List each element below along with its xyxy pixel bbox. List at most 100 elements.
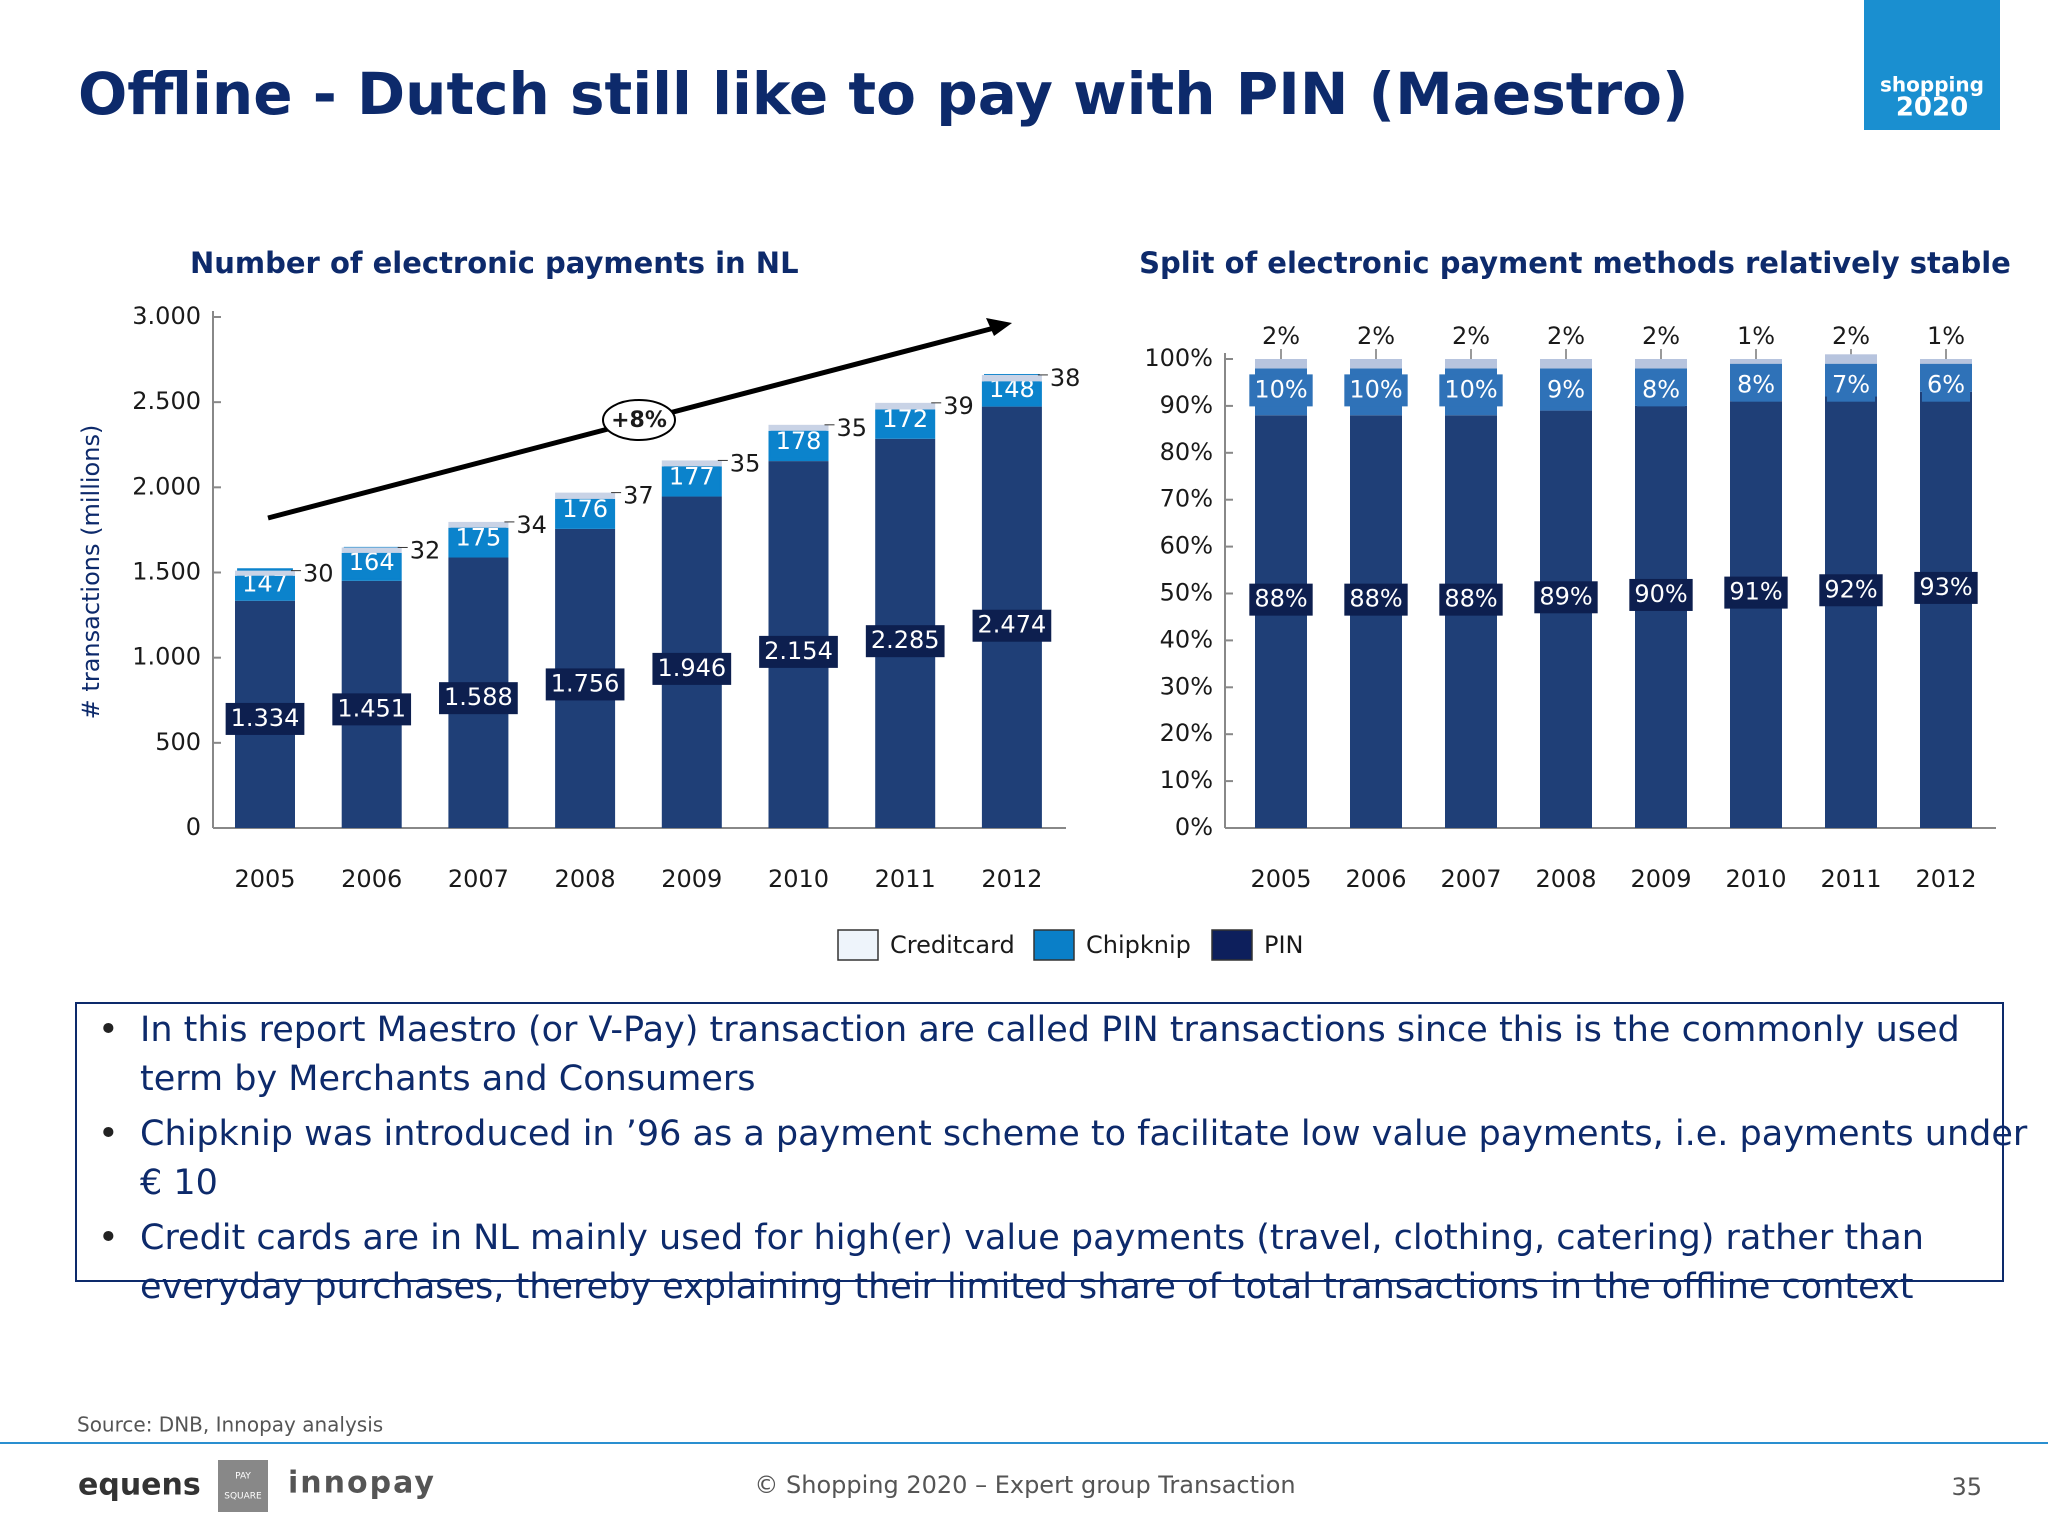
data-label-box <box>545 668 625 701</box>
data-label-box <box>439 682 518 715</box>
legend-swatch <box>837 929 879 961</box>
source: Source: DNB, Innopay analysis <box>77 1413 383 1437</box>
bar-segment <box>1730 401 1782 828</box>
x-tick-label: 2009 <box>661 865 722 893</box>
data-label: 7% <box>1832 371 1870 399</box>
data-label: 10% <box>1254 375 1307 403</box>
data-label-box <box>557 493 614 526</box>
logo-box <box>1864 0 2000 130</box>
bar-segment <box>1635 359 1687 369</box>
bullet-list: In this report Maestro (or V-Pay) transa… <box>78 1006 2040 1318</box>
data-label: 89% <box>1539 582 1592 610</box>
bar-segment <box>1445 359 1497 369</box>
data-label-box <box>770 425 827 458</box>
x-tick-label: 2005 <box>234 865 295 893</box>
x-tick-label: 2007 <box>448 865 509 893</box>
logo-paysquare <box>218 1460 268 1512</box>
y-axis-label: # transactions (millions) <box>77 425 105 720</box>
data-label-box <box>1439 374 1503 407</box>
data-label: 38 <box>1050 364 1081 392</box>
data-label: 91% <box>1729 578 1782 606</box>
y-tick-label: 1.000 <box>132 643 201 671</box>
y-tick-label: 100% <box>1144 344 1213 372</box>
data-label-box <box>1826 369 1876 402</box>
data-label: 177 <box>669 462 715 490</box>
y-tick-label: 0 <box>186 813 201 841</box>
data-label-box <box>1819 574 1883 607</box>
data-label: 2.474 <box>978 611 1047 639</box>
y-tick-label: 30% <box>1160 672 1213 700</box>
data-label: 30 <box>303 560 334 588</box>
x-tick-label: 2011 <box>1820 865 1881 893</box>
data-label: 6% <box>1927 371 1965 399</box>
data-label: 1.451 <box>337 694 406 722</box>
bullet: Chipknip was introduced in ’96 as a paym… <box>98 1110 2040 1208</box>
y-tick-label: 2.500 <box>132 387 201 415</box>
data-label: 32 <box>410 536 441 564</box>
data-label: 35 <box>837 414 868 442</box>
bar-segment <box>1825 354 1877 364</box>
legend-label: PIN <box>1264 931 1304 959</box>
x-tick-label: 2010 <box>768 865 829 893</box>
bar-segment <box>1255 415 1307 828</box>
data-label: 2% <box>1357 322 1395 350</box>
data-label: 175 <box>455 524 501 552</box>
data-label-box <box>1249 374 1313 407</box>
bullet: Credit cards are in NL mainly used for h… <box>98 1214 2040 1312</box>
data-label: 10% <box>1444 375 1497 403</box>
bar-segment <box>1920 391 1972 828</box>
bar-segment <box>1540 359 1592 369</box>
x-tick-label: 2012 <box>1915 865 1976 893</box>
data-label-box <box>1636 374 1686 407</box>
page-number: 35 <box>1951 1473 1982 1501</box>
data-label: 1.946 <box>657 654 726 682</box>
bar-segment <box>1445 415 1497 828</box>
chart-title: Number of electronic payments in NL <box>190 246 799 280</box>
x-tick-label: 2011 <box>875 865 936 893</box>
data-label-box <box>652 652 732 685</box>
data-label: 34 <box>516 511 547 539</box>
data-label: 1% <box>1737 322 1775 350</box>
slide-title: Offline - Dutch still like to pay with P… <box>78 60 1688 128</box>
data-label: 2% <box>1547 322 1585 350</box>
data-label: 10% <box>1349 375 1402 403</box>
bar-segment <box>235 570 295 576</box>
bar-segment <box>341 547 402 553</box>
data-label: 88% <box>1254 585 1307 613</box>
x-tick-label: 2005 <box>1250 865 1311 893</box>
bar-segment <box>661 460 722 467</box>
data-label-box <box>225 702 305 735</box>
data-label: 88% <box>1349 585 1402 613</box>
data-label: 2% <box>1452 322 1490 350</box>
data-label: 9% <box>1547 375 1585 403</box>
data-label: 172 <box>882 405 928 433</box>
bar-segment <box>1540 410 1592 828</box>
data-label-box <box>1344 583 1408 616</box>
data-label-box <box>1921 369 1971 402</box>
data-label-box <box>972 609 1052 642</box>
x-tick-label: 2009 <box>1630 865 1691 893</box>
data-label-box <box>332 693 412 726</box>
data-label: 176 <box>562 495 608 523</box>
y-tick-label: 50% <box>1160 579 1213 607</box>
bar-segment <box>768 424 829 431</box>
data-label: 2% <box>1262 322 1300 350</box>
data-label: 1.334 <box>231 704 300 732</box>
data-label: 2.285 <box>871 626 940 654</box>
data-label-box <box>1344 374 1408 407</box>
data-label: 8% <box>1642 375 1680 403</box>
y-tick-label: 3.000 <box>132 302 201 330</box>
chart-title: Split of electronic payment methods rela… <box>1139 246 2011 280</box>
data-label-box <box>1541 374 1591 407</box>
x-tick-label: 2008 <box>555 865 616 893</box>
data-label: 93% <box>1919 573 1972 601</box>
x-tick-label: 2006 <box>1345 865 1406 893</box>
logo-innopay: innopay <box>288 1466 436 1501</box>
bar-segment <box>555 492 616 499</box>
data-label: 1.756 <box>551 669 620 697</box>
data-label: 2.154 <box>764 637 833 665</box>
legend-label: Creditcard <box>890 931 1015 959</box>
annotation-bubble <box>602 399 676 441</box>
legend-label: Chipknip <box>1086 931 1191 959</box>
